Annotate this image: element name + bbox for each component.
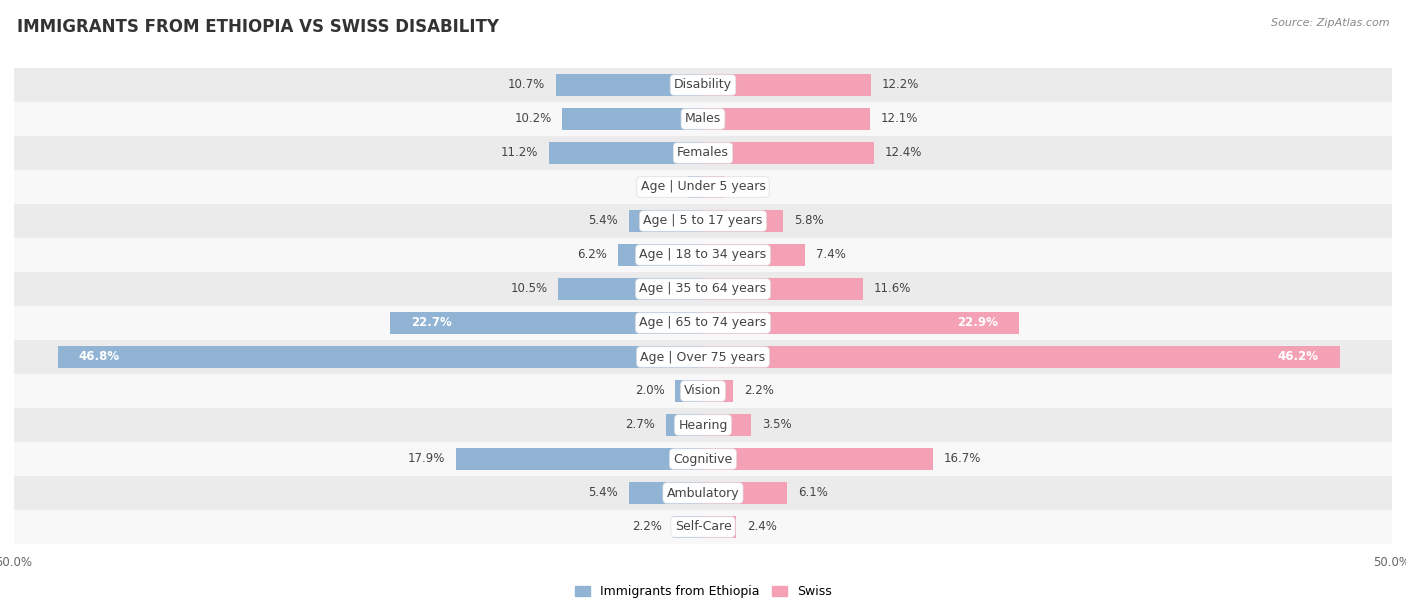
- Text: 2.2%: 2.2%: [631, 520, 662, 534]
- Bar: [703, 176, 725, 198]
- Text: 5.8%: 5.8%: [794, 214, 824, 228]
- Bar: [628, 482, 703, 504]
- Text: 46.2%: 46.2%: [1278, 351, 1319, 364]
- Text: Age | Over 75 years: Age | Over 75 years: [641, 351, 765, 364]
- Text: 1.1%: 1.1%: [647, 181, 676, 193]
- Text: Age | Under 5 years: Age | Under 5 years: [641, 181, 765, 193]
- Text: Males: Males: [685, 113, 721, 125]
- Bar: [555, 75, 703, 95]
- Text: 5.4%: 5.4%: [588, 214, 617, 228]
- Text: 6.1%: 6.1%: [799, 487, 828, 499]
- Text: 3.5%: 3.5%: [762, 419, 792, 431]
- Text: 1.6%: 1.6%: [737, 181, 766, 193]
- FancyBboxPatch shape: [14, 442, 1392, 476]
- Bar: [558, 278, 703, 299]
- Bar: [672, 517, 703, 537]
- Bar: [703, 278, 863, 299]
- FancyBboxPatch shape: [14, 476, 1392, 510]
- FancyBboxPatch shape: [14, 306, 1392, 340]
- Text: 7.4%: 7.4%: [815, 248, 846, 261]
- Bar: [628, 211, 703, 231]
- Text: 10.2%: 10.2%: [515, 113, 551, 125]
- Text: 22.7%: 22.7%: [411, 316, 451, 329]
- Text: 46.8%: 46.8%: [79, 351, 120, 364]
- Text: 2.4%: 2.4%: [747, 520, 778, 534]
- Text: Self-Care: Self-Care: [675, 520, 731, 534]
- Bar: [391, 313, 703, 334]
- FancyBboxPatch shape: [14, 408, 1392, 442]
- Bar: [703, 517, 737, 537]
- FancyBboxPatch shape: [14, 68, 1392, 102]
- Text: Age | 65 to 74 years: Age | 65 to 74 years: [640, 316, 766, 329]
- Bar: [703, 449, 934, 469]
- Text: 5.4%: 5.4%: [588, 487, 617, 499]
- Text: Ambulatory: Ambulatory: [666, 487, 740, 499]
- Text: Females: Females: [678, 146, 728, 160]
- Bar: [703, 346, 1340, 368]
- Bar: [703, 381, 734, 401]
- Bar: [666, 414, 703, 436]
- FancyBboxPatch shape: [14, 204, 1392, 238]
- Text: Age | 18 to 34 years: Age | 18 to 34 years: [640, 248, 766, 261]
- Text: 16.7%: 16.7%: [945, 452, 981, 466]
- Bar: [457, 449, 703, 469]
- Text: 17.9%: 17.9%: [408, 452, 446, 466]
- Text: IMMIGRANTS FROM ETHIOPIA VS SWISS DISABILITY: IMMIGRANTS FROM ETHIOPIA VS SWISS DISABI…: [17, 18, 499, 36]
- Bar: [617, 244, 703, 266]
- Text: 2.0%: 2.0%: [634, 384, 665, 398]
- Bar: [703, 313, 1018, 334]
- Bar: [58, 346, 703, 368]
- Legend: Immigrants from Ethiopia, Swiss: Immigrants from Ethiopia, Swiss: [569, 580, 837, 603]
- FancyBboxPatch shape: [14, 136, 1392, 170]
- Text: 6.2%: 6.2%: [576, 248, 606, 261]
- Bar: [703, 244, 806, 266]
- Bar: [548, 143, 703, 163]
- Bar: [703, 414, 751, 436]
- Text: 2.7%: 2.7%: [624, 419, 655, 431]
- FancyBboxPatch shape: [14, 102, 1392, 136]
- Text: 12.2%: 12.2%: [882, 78, 920, 92]
- Bar: [703, 143, 875, 163]
- Bar: [703, 211, 783, 231]
- FancyBboxPatch shape: [14, 170, 1392, 204]
- Text: Age | 5 to 17 years: Age | 5 to 17 years: [644, 214, 762, 228]
- Text: 12.4%: 12.4%: [884, 146, 922, 160]
- Bar: [703, 482, 787, 504]
- Text: Hearing: Hearing: [678, 419, 728, 431]
- Text: Disability: Disability: [673, 78, 733, 92]
- Bar: [688, 176, 703, 198]
- FancyBboxPatch shape: [14, 374, 1392, 408]
- Text: Vision: Vision: [685, 384, 721, 398]
- FancyBboxPatch shape: [14, 340, 1392, 374]
- FancyBboxPatch shape: [14, 272, 1392, 306]
- Text: 2.2%: 2.2%: [744, 384, 775, 398]
- Bar: [675, 381, 703, 401]
- Text: 22.9%: 22.9%: [957, 316, 998, 329]
- Text: 10.5%: 10.5%: [510, 283, 547, 296]
- Text: Age | 35 to 64 years: Age | 35 to 64 years: [640, 283, 766, 296]
- Text: 12.1%: 12.1%: [880, 113, 918, 125]
- Bar: [703, 108, 870, 130]
- Text: Cognitive: Cognitive: [673, 452, 733, 466]
- Text: 10.7%: 10.7%: [508, 78, 544, 92]
- Text: 11.2%: 11.2%: [501, 146, 537, 160]
- FancyBboxPatch shape: [14, 238, 1392, 272]
- Text: Source: ZipAtlas.com: Source: ZipAtlas.com: [1271, 18, 1389, 28]
- Bar: [562, 108, 703, 130]
- Bar: [703, 75, 872, 95]
- Text: 11.6%: 11.6%: [875, 283, 911, 296]
- FancyBboxPatch shape: [14, 510, 1392, 544]
